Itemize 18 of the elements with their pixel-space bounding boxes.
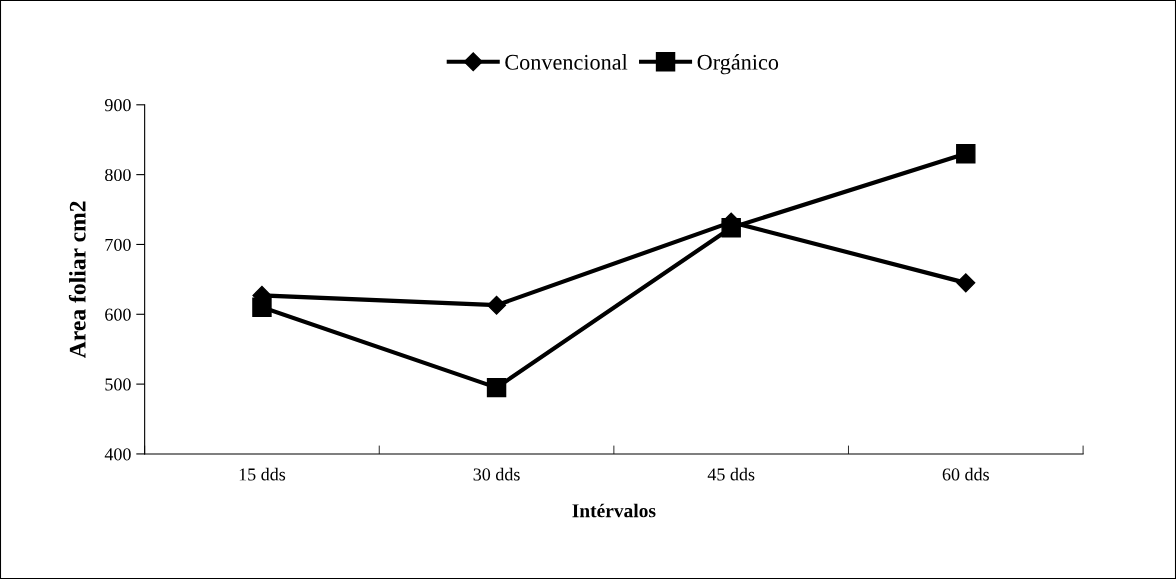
y-tick-label: 800 (105, 168, 131, 182)
y-tick-label: 500 (105, 378, 131, 391)
point (956, 273, 976, 293)
y-tick-label: 900 (104, 99, 131, 112)
point (956, 143, 976, 164)
y-axis-title: Area foliar cm2 (68, 201, 86, 359)
legend-label: Convencional (505, 54, 628, 70)
x-tick-label: 15 dds (239, 467, 286, 481)
x-tick-label: 30 dds (473, 467, 520, 481)
y-tick-label: 600 (105, 308, 131, 321)
x-tick-label: 45 dds (707, 467, 755, 481)
point (487, 295, 507, 315)
y-tick-label: 400 (104, 448, 131, 461)
x-tick-label: 60 dds (942, 467, 989, 481)
point (486, 377, 507, 398)
y-tick-label: 700 (105, 238, 131, 251)
x-axis-title: Intérvalos (572, 503, 656, 518)
legend-label: Orgánico (697, 54, 779, 75)
